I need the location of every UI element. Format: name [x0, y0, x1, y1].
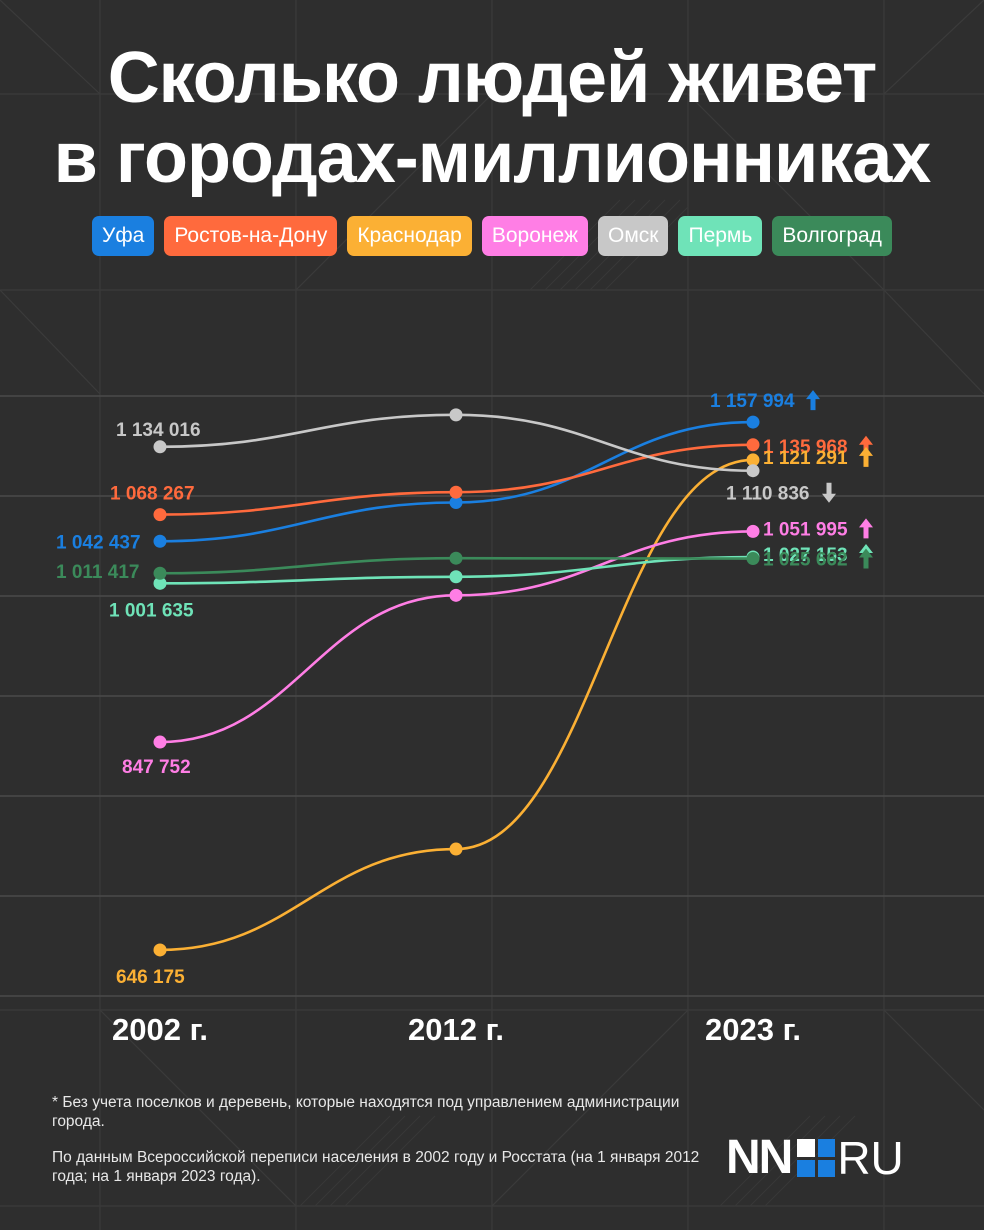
source-note: По данным Всероссийской переписи населен… [52, 1149, 700, 1185]
data-point [153, 943, 167, 957]
legend-item: Омск [598, 216, 669, 256]
data-point [153, 440, 167, 454]
arrow-up-icon [859, 548, 873, 569]
data-label: 1 134 016 [116, 420, 201, 441]
data-label: 1 051 995 [763, 519, 848, 540]
footnote: * Без учета поселков и деревень, которые… [52, 1094, 680, 1130]
data-point [746, 524, 760, 538]
data-point [449, 842, 463, 856]
data-label: 1 135 968 [763, 437, 848, 458]
legend-item: Краснодар [347, 216, 472, 256]
data-point [153, 566, 167, 580]
logo-right-text: RU [837, 1132, 904, 1184]
data-point [746, 438, 760, 452]
data-label: 1 157 994 [710, 391, 795, 412]
arrow-up-icon [859, 435, 873, 456]
data-point [153, 735, 167, 749]
data-label: 1 110 836 [726, 484, 809, 505]
arrow-up-icon [806, 390, 820, 411]
data-label: 1 042 437 [56, 532, 141, 553]
x-tick-label: 2012 г. [408, 1012, 504, 1047]
data-point [746, 415, 760, 429]
series-line [159, 413, 754, 473]
page-title-line-2: в городах-миллионниках [53, 118, 932, 198]
data-label: 1 068 267 [110, 484, 195, 505]
series-line [159, 458, 754, 952]
x-tick-label: 2002 г. [112, 1012, 208, 1047]
data-label: 1 027 153 [763, 545, 848, 566]
page-title-line-1: Сколько людей живет [107, 38, 878, 118]
legend-item: Ростов-на-Дону [164, 216, 338, 256]
data-point [746, 464, 760, 478]
arrow-up-icon [859, 446, 873, 467]
nn-ru-logo: NN RU [726, 1131, 904, 1184]
data-point [449, 496, 463, 510]
logo-square-icon [797, 1139, 836, 1177]
data-label: 1 011 417 [56, 562, 139, 583]
data-point [153, 576, 167, 590]
data-point [449, 570, 463, 584]
chart-legend: Уфа Ростов-на-Дону Краснодар Воронеж Омск Пер… [0, 216, 984, 256]
legend-item: Уфа [92, 216, 155, 256]
data-point [449, 551, 463, 565]
data-label: 1 025 662 [763, 550, 848, 571]
data-label: 1 001 635 [109, 600, 194, 621]
legend-item: Пермь [678, 216, 763, 256]
legend-item: Волгоград [772, 216, 892, 256]
data-label: 847 752 [122, 757, 191, 778]
arrow-down-icon [822, 482, 836, 503]
data-point [153, 534, 167, 548]
legend-item: Воронеж [481, 216, 588, 256]
data-point [746, 552, 760, 566]
data-point [449, 408, 463, 422]
data-label: 646 175 [116, 967, 185, 988]
data-point [153, 508, 167, 522]
arrow-up-icon [859, 518, 873, 539]
logo-left-text: NN [726, 1131, 793, 1184]
data-point [449, 588, 463, 602]
data-point [746, 453, 760, 467]
data-label: 1 121 291 [763, 448, 848, 469]
data-point [449, 485, 463, 499]
x-tick-label: 2023 г. [705, 1012, 801, 1047]
